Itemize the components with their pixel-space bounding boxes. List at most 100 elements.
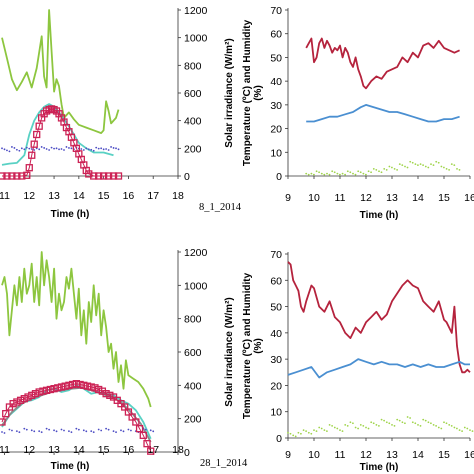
series-line (1, 103, 114, 166)
series-point (20, 147, 23, 150)
series-point (349, 171, 352, 174)
series-point (435, 160, 438, 163)
series-line (287, 358, 470, 379)
x-tick-label: 13 (386, 192, 398, 204)
series-point (107, 428, 110, 431)
series-marker (102, 390, 110, 398)
series-point (92, 149, 95, 152)
series-line (306, 104, 460, 123)
panel-top-right-temperature: 9 10 11 12 13 14 15 16 0 10 20 30 40 50 60 70 Time (h) Te… (242, 5, 474, 221)
series-marker (28, 391, 36, 399)
series-point (328, 173, 331, 176)
series-point (450, 163, 453, 166)
series-point (50, 146, 53, 149)
series-marker (23, 171, 31, 179)
series-point (90, 430, 93, 433)
x-tick-label: 14 (412, 192, 424, 204)
series-point (53, 147, 55, 150)
series-point (352, 172, 354, 175)
series-2 (287, 416, 474, 438)
series-point (18, 149, 21, 152)
series-point (307, 431, 310, 434)
series-point (471, 430, 474, 433)
series-point (25, 146, 28, 149)
series-line (1, 383, 152, 452)
y-tick-label: 60 (270, 275, 282, 287)
series-marker (39, 387, 47, 395)
series-point (1, 147, 3, 150)
series-point (112, 147, 115, 149)
series-point (346, 170, 349, 173)
series-point (63, 429, 65, 432)
series-point (448, 423, 451, 426)
series-point (443, 166, 445, 169)
series-point (385, 168, 388, 171)
series-line (305, 37, 460, 90)
series-3 (0, 105, 123, 180)
series-point (38, 430, 41, 433)
series-point (411, 161, 414, 164)
series-point (367, 427, 370, 430)
series-point (341, 172, 344, 175)
series-point (105, 148, 108, 150)
y-tick-label: 1000 (184, 33, 208, 45)
x-tick-label: 15 (98, 444, 110, 456)
x-tick-label: 16 (464, 192, 474, 204)
series-point (409, 160, 412, 163)
series-point (406, 416, 409, 418)
series-point (302, 429, 305, 432)
series-point (105, 427, 108, 430)
series-point (310, 172, 313, 175)
series-point (70, 431, 73, 434)
y-tick-label: 40 (270, 76, 282, 88)
series-marker (90, 172, 98, 180)
x-tick-label: 11 (0, 444, 10, 456)
series-marker (124, 408, 133, 416)
y-tick-label: 0 (184, 171, 190, 183)
series-point (35, 147, 38, 150)
series-point (320, 427, 323, 430)
date-label: 28_1_2014 (200, 458, 248, 469)
x-axis-title: Time (h) (360, 462, 399, 473)
y-tick-label: 600 (184, 347, 202, 359)
series-point (391, 166, 393, 169)
series-point (354, 173, 357, 176)
y-tick-label: 400 (184, 380, 202, 392)
series-point (333, 426, 336, 429)
x-axis-title: Time (h) (51, 461, 90, 472)
series-point (396, 168, 398, 171)
series-point (60, 148, 63, 150)
y-tick-label: 600 (184, 88, 202, 100)
series-point (328, 423, 331, 426)
series-point (294, 435, 297, 438)
panel-bottom-left-solar: 11 12 13 14 15 16 17 18 020040060080010001200Tim… (0, 247, 248, 472)
series-point (432, 423, 435, 426)
x-tick-label: 18 (172, 444, 184, 456)
series-0 (305, 37, 460, 90)
series-marker (13, 172, 21, 180)
y-tick-label: 50 (270, 302, 282, 314)
series-marker (16, 396, 25, 404)
series-point (372, 167, 375, 170)
date-label: 8_1_2014 (199, 202, 242, 213)
series-point (48, 149, 51, 151)
series-point (3, 432, 6, 434)
series-point (28, 147, 31, 150)
x-tick-label: 9 (285, 192, 291, 204)
series-point (292, 434, 295, 437)
series-point (144, 428, 147, 431)
series-point (357, 427, 359, 430)
series-point (393, 167, 396, 170)
series-point (437, 426, 440, 429)
y-tick-label: 70 (270, 249, 282, 261)
y-axis-title: Temperature (ºC) and Humidity(%) (242, 19, 264, 166)
series-point (357, 170, 360, 173)
series-marker (57, 383, 66, 391)
series-point (95, 146, 98, 149)
y-tick-label: 0 (184, 447, 190, 459)
x-tick-label: 13 (48, 190, 60, 202)
series-point (300, 432, 302, 435)
series-point (414, 422, 417, 425)
series-marker (139, 431, 147, 439)
series-point (336, 172, 339, 175)
